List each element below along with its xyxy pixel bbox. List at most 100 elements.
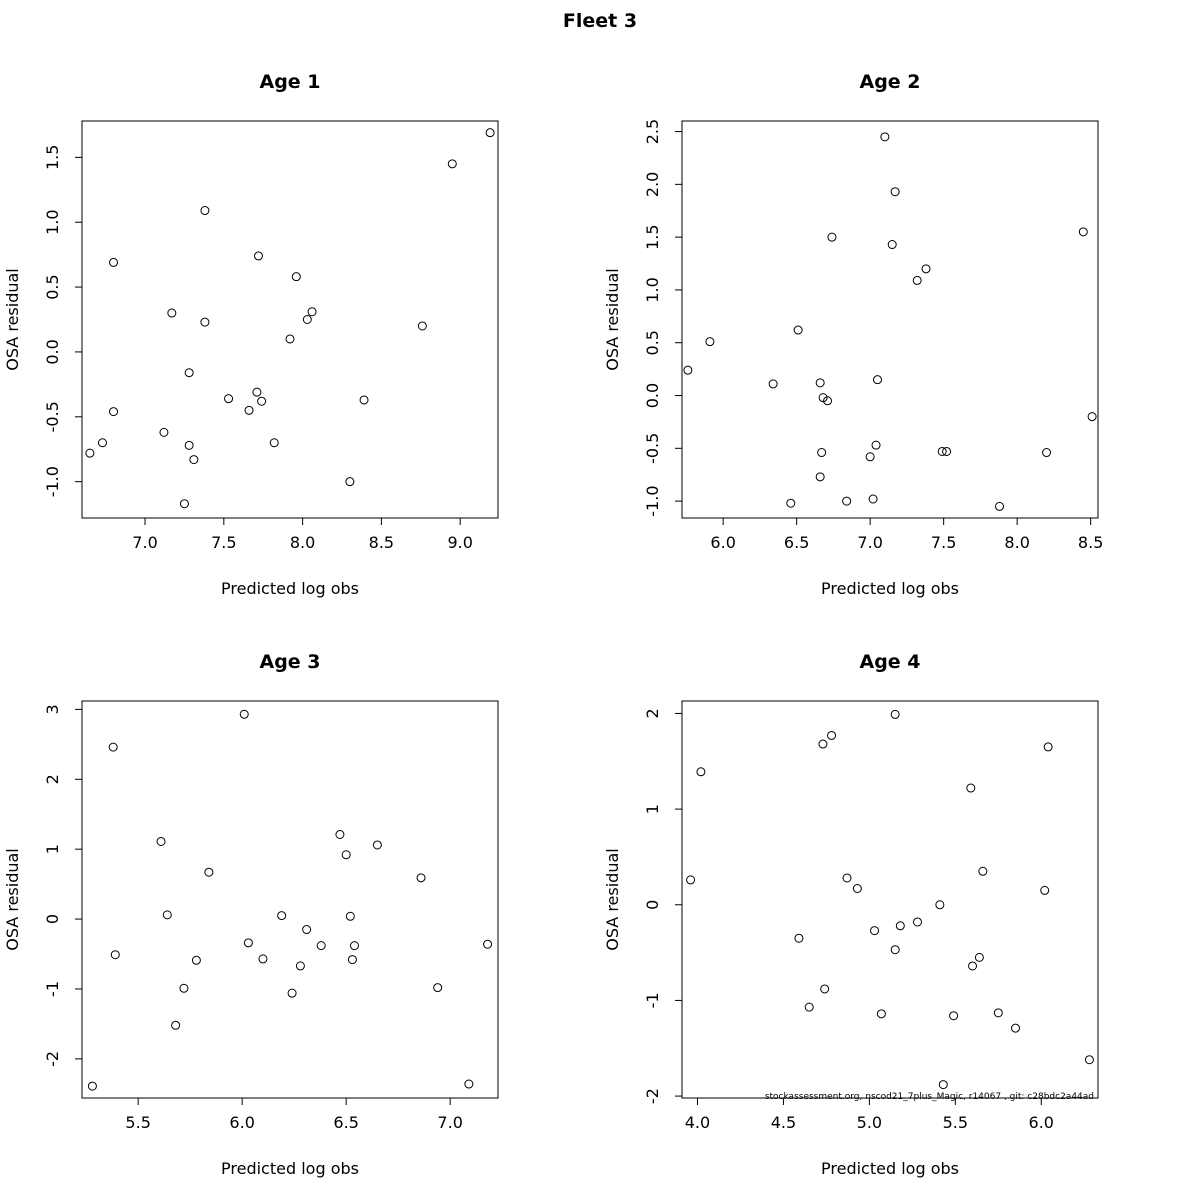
y-tick-label: -1	[643, 992, 662, 1008]
x-tick-label: 7.0	[132, 533, 157, 552]
data-point	[85, 448, 95, 458]
data-point	[184, 368, 194, 378]
x-tick-label: 7.0	[437, 1113, 462, 1132]
x-tick-label: 5.0	[857, 1113, 882, 1132]
data-point	[890, 945, 900, 955]
panel-title: Age 3	[259, 651, 320, 673]
y-tick-label: 3	[43, 704, 62, 714]
data-point	[295, 961, 305, 971]
data-point	[287, 988, 297, 998]
x-tick-label: 9.0	[447, 533, 472, 552]
data-point	[823, 396, 833, 406]
y-tick-label: 2	[643, 708, 662, 718]
x-tick-label: 8.5	[369, 533, 394, 552]
data-point	[968, 961, 978, 971]
y-tick-label: -1.0	[43, 466, 62, 497]
x-tick-label: 6.0	[229, 1113, 254, 1132]
data-point	[277, 911, 287, 921]
x-axis-label: Predicted log obs	[221, 579, 359, 598]
panel-title: Age 4	[859, 651, 920, 673]
data-point	[257, 396, 267, 406]
data-point	[302, 925, 312, 935]
x-axis-label: Predicted log obs	[821, 1159, 959, 1178]
data-point	[842, 873, 852, 883]
data-point	[341, 850, 351, 860]
figure-title: Fleet 3	[563, 10, 637, 32]
data-point	[87, 1081, 97, 1091]
data-point	[978, 866, 988, 876]
data-point	[416, 873, 426, 883]
data-point	[890, 187, 900, 197]
x-tick-label: 5.5	[125, 1113, 150, 1132]
y-tick-label: 0.5	[643, 330, 662, 355]
data-point	[696, 767, 706, 777]
panel-title: Age 1	[259, 71, 320, 93]
data-point	[347, 955, 357, 965]
data-point	[224, 394, 234, 404]
y-tick-label: 0.0	[643, 383, 662, 408]
data-point	[935, 900, 945, 910]
y-tick-label: 0.5	[43, 274, 62, 299]
y-tick-label: 1.0	[643, 277, 662, 302]
data-point	[937, 446, 947, 456]
data-point	[827, 232, 837, 242]
data-point	[873, 375, 883, 385]
x-tick-label: 5.5	[943, 1113, 968, 1132]
data-point	[921, 264, 931, 274]
data-point	[108, 742, 118, 752]
data-point	[870, 926, 880, 936]
data-point	[868, 494, 878, 504]
x-tick-label: 8.0	[290, 533, 315, 552]
data-point	[485, 128, 495, 138]
data-point	[162, 910, 172, 920]
data-point	[942, 446, 952, 456]
data-point	[253, 251, 263, 261]
x-tick-label: 6.0	[710, 533, 735, 552]
data-point	[876, 1009, 886, 1019]
x-tick-label: 4.0	[685, 1113, 710, 1132]
data-point	[345, 911, 355, 921]
data-point	[483, 939, 493, 949]
data-point	[818, 739, 828, 749]
data-point	[912, 275, 922, 285]
data-point	[1042, 448, 1052, 458]
x-tick-label: 4.5	[771, 1113, 796, 1132]
data-point	[993, 1008, 1003, 1018]
data-point	[949, 1011, 959, 1021]
panel-age-2: Age 2 6.0 6.5 7.0 7.5 8.0 8.5 -1.0 -0.5 0.0 0.5 1.0…	[603, 71, 1103, 598]
panel-age-1: Age 1 7.0 7.5 8.0 8.5 9.0 -1.0 -0.5 0.0 0.5 1.0 1.5…	[3, 71, 499, 598]
data-point	[804, 1002, 814, 1012]
data-point	[269, 438, 279, 448]
data-point	[705, 337, 715, 347]
data-point	[820, 984, 830, 994]
data-point	[258, 954, 268, 964]
data-point	[995, 501, 1005, 511]
data-point	[349, 941, 359, 951]
data-point	[880, 132, 890, 142]
data-point	[171, 1020, 181, 1030]
plot-frame	[681, 120, 1099, 519]
data-point	[913, 917, 923, 927]
data-point	[793, 325, 803, 335]
panel-age-4: Age 4 4.0 4.5 5.0 5.5 6.0 -2 -1 0 1 2 Predicted log…	[603, 651, 1099, 1178]
panel-title: Age 2	[859, 71, 920, 93]
data-point	[191, 955, 201, 965]
data-point	[1078, 227, 1088, 237]
data-point	[200, 317, 210, 327]
data-point	[768, 379, 778, 389]
data-point	[285, 334, 295, 344]
data-point	[815, 472, 825, 482]
data-point	[1010, 1023, 1020, 1033]
data-point	[184, 440, 194, 450]
data-point	[335, 829, 345, 839]
x-axis-label: Predicted log obs	[821, 579, 959, 598]
data-point	[156, 836, 166, 846]
data-point	[302, 315, 312, 324]
data-point	[359, 395, 369, 405]
data-point	[887, 240, 897, 250]
y-tick-label: -0.5	[43, 401, 62, 432]
panels-grid: Age 1 7.0 7.5 8.0 8.5 9.0 -1.0 -0.5 0.0 0.5 1.0 1.5…	[3, 71, 1103, 1178]
data-point	[179, 983, 189, 993]
data-point	[890, 709, 900, 719]
